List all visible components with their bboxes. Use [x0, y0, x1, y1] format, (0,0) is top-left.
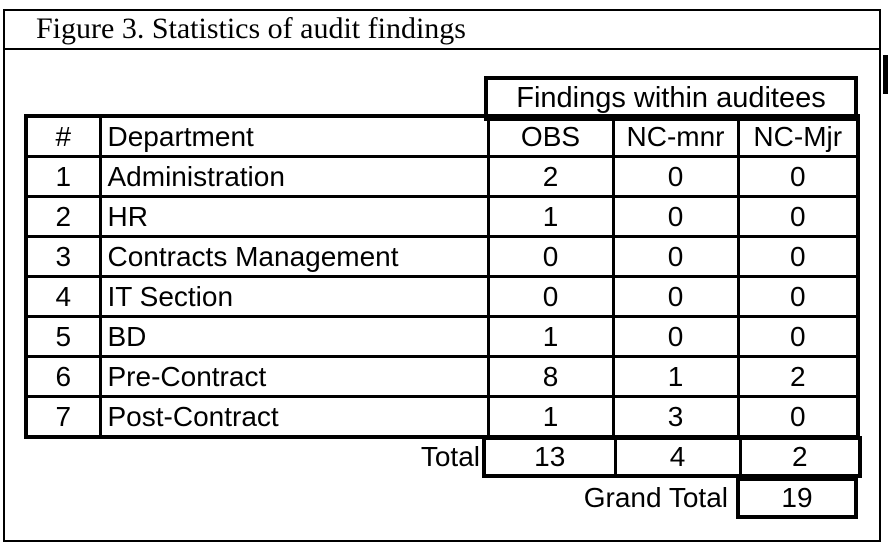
findings-group-header: Findings within auditees — [484, 76, 858, 121]
row-num: 6 — [24, 355, 102, 398]
row-department: Pre-Contract — [98, 355, 490, 398]
col-header-nc-mnr: NC-mnr — [611, 114, 740, 158]
row-num: 5 — [24, 315, 102, 358]
grand-total-label: Grand Total — [583, 482, 728, 513]
row-nc-mjr: 0 — [736, 195, 860, 238]
total-row: 13 4 2 — [482, 436, 862, 478]
row-nc-mnr: 1 — [611, 355, 740, 398]
row-obs: 2 — [486, 155, 615, 198]
table-row: 1 Administration 2 0 0 — [24, 155, 860, 198]
figure-title: Figure 3. Statistics of audit findings — [36, 12, 466, 45]
row-obs: 1 — [486, 395, 615, 439]
table-row: 6 Pre-Contract 8 1 2 — [24, 355, 860, 398]
row-obs: 1 — [486, 195, 615, 238]
row-nc-mnr: 0 — [611, 275, 740, 318]
row-num: 4 — [24, 275, 102, 318]
row-nc-mjr: 0 — [736, 275, 860, 318]
audit-findings-table: # Department OBS NC-mnr NC-Mjr 1 Adminis… — [24, 114, 860, 439]
row-nc-mjr: 0 — [736, 395, 860, 439]
row-department: Post-Contract — [98, 395, 490, 439]
total-obs: 13 — [482, 436, 617, 478]
grand-total-value: 19 — [736, 477, 858, 519]
row-department: HR — [98, 195, 490, 238]
table-row: 5 BD 1 0 0 — [24, 315, 860, 358]
total-nc-mnr: 4 — [613, 436, 742, 478]
col-header-department: Department — [98, 114, 490, 158]
row-nc-mjr: 0 — [736, 235, 860, 278]
row-nc-mnr: 3 — [611, 395, 740, 439]
row-department: IT Section — [98, 275, 490, 318]
title-divider — [3, 48, 881, 50]
row-nc-mnr: 0 — [611, 315, 740, 358]
row-department: BD — [98, 315, 490, 358]
row-num: 7 — [24, 395, 102, 439]
row-num: 3 — [24, 235, 102, 278]
col-header-num: # — [24, 114, 102, 158]
total-label: Total — [420, 441, 480, 472]
row-nc-mjr: 0 — [736, 155, 860, 198]
row-obs: 0 — [486, 275, 615, 318]
row-obs: 0 — [486, 235, 615, 278]
table-row: 4 IT Section 0 0 0 — [24, 275, 860, 318]
row-obs: 8 — [486, 355, 615, 398]
col-header-nc-mjr: NC-Mjr — [736, 114, 860, 158]
table-row: 2 HR 1 0 0 — [24, 195, 860, 238]
table-row: 3 Contracts Management 0 0 0 — [24, 235, 860, 278]
row-nc-mnr: 0 — [611, 235, 740, 278]
row-nc-mjr: 2 — [736, 355, 860, 398]
row-department: Administration — [98, 155, 490, 198]
row-department: Contracts Management — [98, 235, 490, 278]
row-nc-mnr: 0 — [611, 195, 740, 238]
total-nc-mjr: 2 — [738, 436, 862, 478]
row-nc-mnr: 0 — [611, 155, 740, 198]
table-header-row: # Department OBS NC-mnr NC-Mjr — [24, 114, 860, 158]
right-edge-scan-artifact — [883, 55, 888, 94]
row-num: 1 — [24, 155, 102, 198]
row-nc-mjr: 0 — [736, 315, 860, 358]
table-row: 7 Post-Contract 1 3 0 — [24, 395, 860, 439]
row-num: 2 — [24, 195, 102, 238]
row-obs: 1 — [486, 315, 615, 358]
col-header-obs: OBS — [486, 114, 615, 158]
